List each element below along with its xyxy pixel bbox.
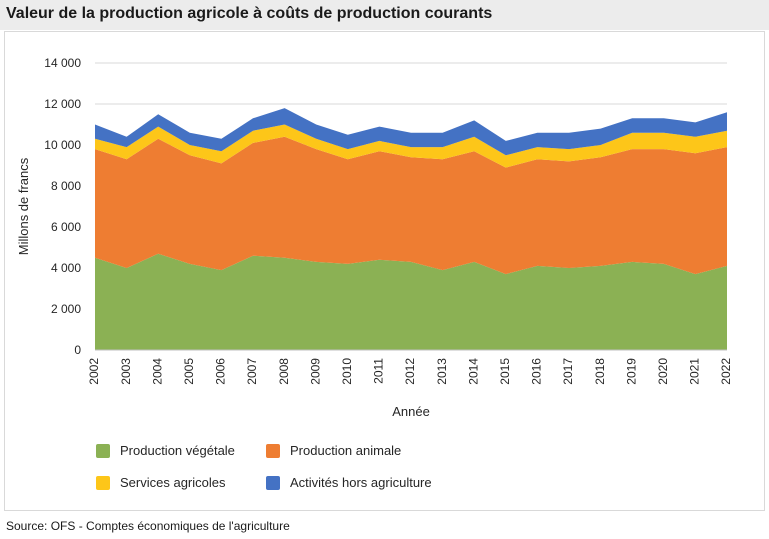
chart-title: Valeur de la production agricole à coûts… xyxy=(6,5,493,22)
x-tick-label: 2004 xyxy=(150,358,164,385)
x-tick-label: 2019 xyxy=(624,358,638,385)
legend-item-production-animale: Production animale xyxy=(266,443,401,458)
legend-label-production-vegetale: Production végétale xyxy=(120,443,235,458)
area-production-animale xyxy=(95,136,727,275)
x-tick-label: 2016 xyxy=(530,358,544,385)
x-tick-label: 2012 xyxy=(403,358,417,385)
y-tick-label: 0 xyxy=(74,343,81,357)
x-axis-title: Année xyxy=(392,404,430,419)
area-activites-hors-agriculture xyxy=(95,108,727,156)
x-tick-label: 2022 xyxy=(719,358,733,385)
legend-swatch-production-vegetale xyxy=(96,443,110,458)
source-note: Source: OFS - Comptes économiques de l'a… xyxy=(6,519,290,533)
x-tick-label: 2002 xyxy=(87,358,101,385)
x-tick-label: 2015 xyxy=(498,358,512,385)
y-tick-label: 4 000 xyxy=(51,261,81,275)
title-bar: Valeur de la production agricole à coûts… xyxy=(0,0,769,30)
legend-label-activites-hors-agriculture: Activités hors agriculture xyxy=(290,475,432,490)
x-tick-label: 2007 xyxy=(245,358,259,385)
area-services-agricoles xyxy=(95,124,727,168)
x-tick-label: 2005 xyxy=(182,358,196,385)
x-tick-label: 2014 xyxy=(466,358,480,385)
x-tick-label: 2011 xyxy=(372,358,386,384)
legend-swatch-services-agricoles xyxy=(96,475,110,490)
y-tick-label: 12 000 xyxy=(44,97,81,111)
x-tick-label: 2013 xyxy=(435,358,449,385)
legend-item-production-vegetale: Production végétale xyxy=(96,443,235,458)
x-tick-label: 2009 xyxy=(308,358,322,385)
x-tick-label: 2010 xyxy=(340,358,354,385)
x-tick-label: 2008 xyxy=(277,358,291,385)
legend-item-services-agricoles: Services agricoles xyxy=(96,475,226,490)
y-axis-title: Millons de francs xyxy=(16,157,31,255)
x-tick-label: 2003 xyxy=(119,358,133,385)
legend-label-production-animale: Production animale xyxy=(290,443,402,458)
x-tick-label: 2017 xyxy=(561,358,575,385)
y-tick-label: 6 000 xyxy=(51,220,81,234)
y-tick-label: 8 000 xyxy=(51,179,81,193)
legend-swatch-activites-hors-agriculture xyxy=(266,475,280,490)
area-production-vegetale xyxy=(95,253,727,350)
legend-label-services-agricoles: Services agricoles xyxy=(120,475,226,490)
y-tick-label: 10 000 xyxy=(44,138,81,152)
x-tick-label: 2018 xyxy=(593,358,607,385)
x-tick-label: 2021 xyxy=(688,358,702,385)
y-tick-label: 2 000 xyxy=(51,302,81,316)
legend-swatch-production-animale xyxy=(266,443,280,458)
x-tick-label: 2006 xyxy=(214,358,228,385)
legend-item-activites-hors-agriculture: Activités hors agriculture xyxy=(266,475,432,490)
y-tick-label: 14 000 xyxy=(44,56,81,70)
x-tick-label: 2020 xyxy=(656,358,670,385)
